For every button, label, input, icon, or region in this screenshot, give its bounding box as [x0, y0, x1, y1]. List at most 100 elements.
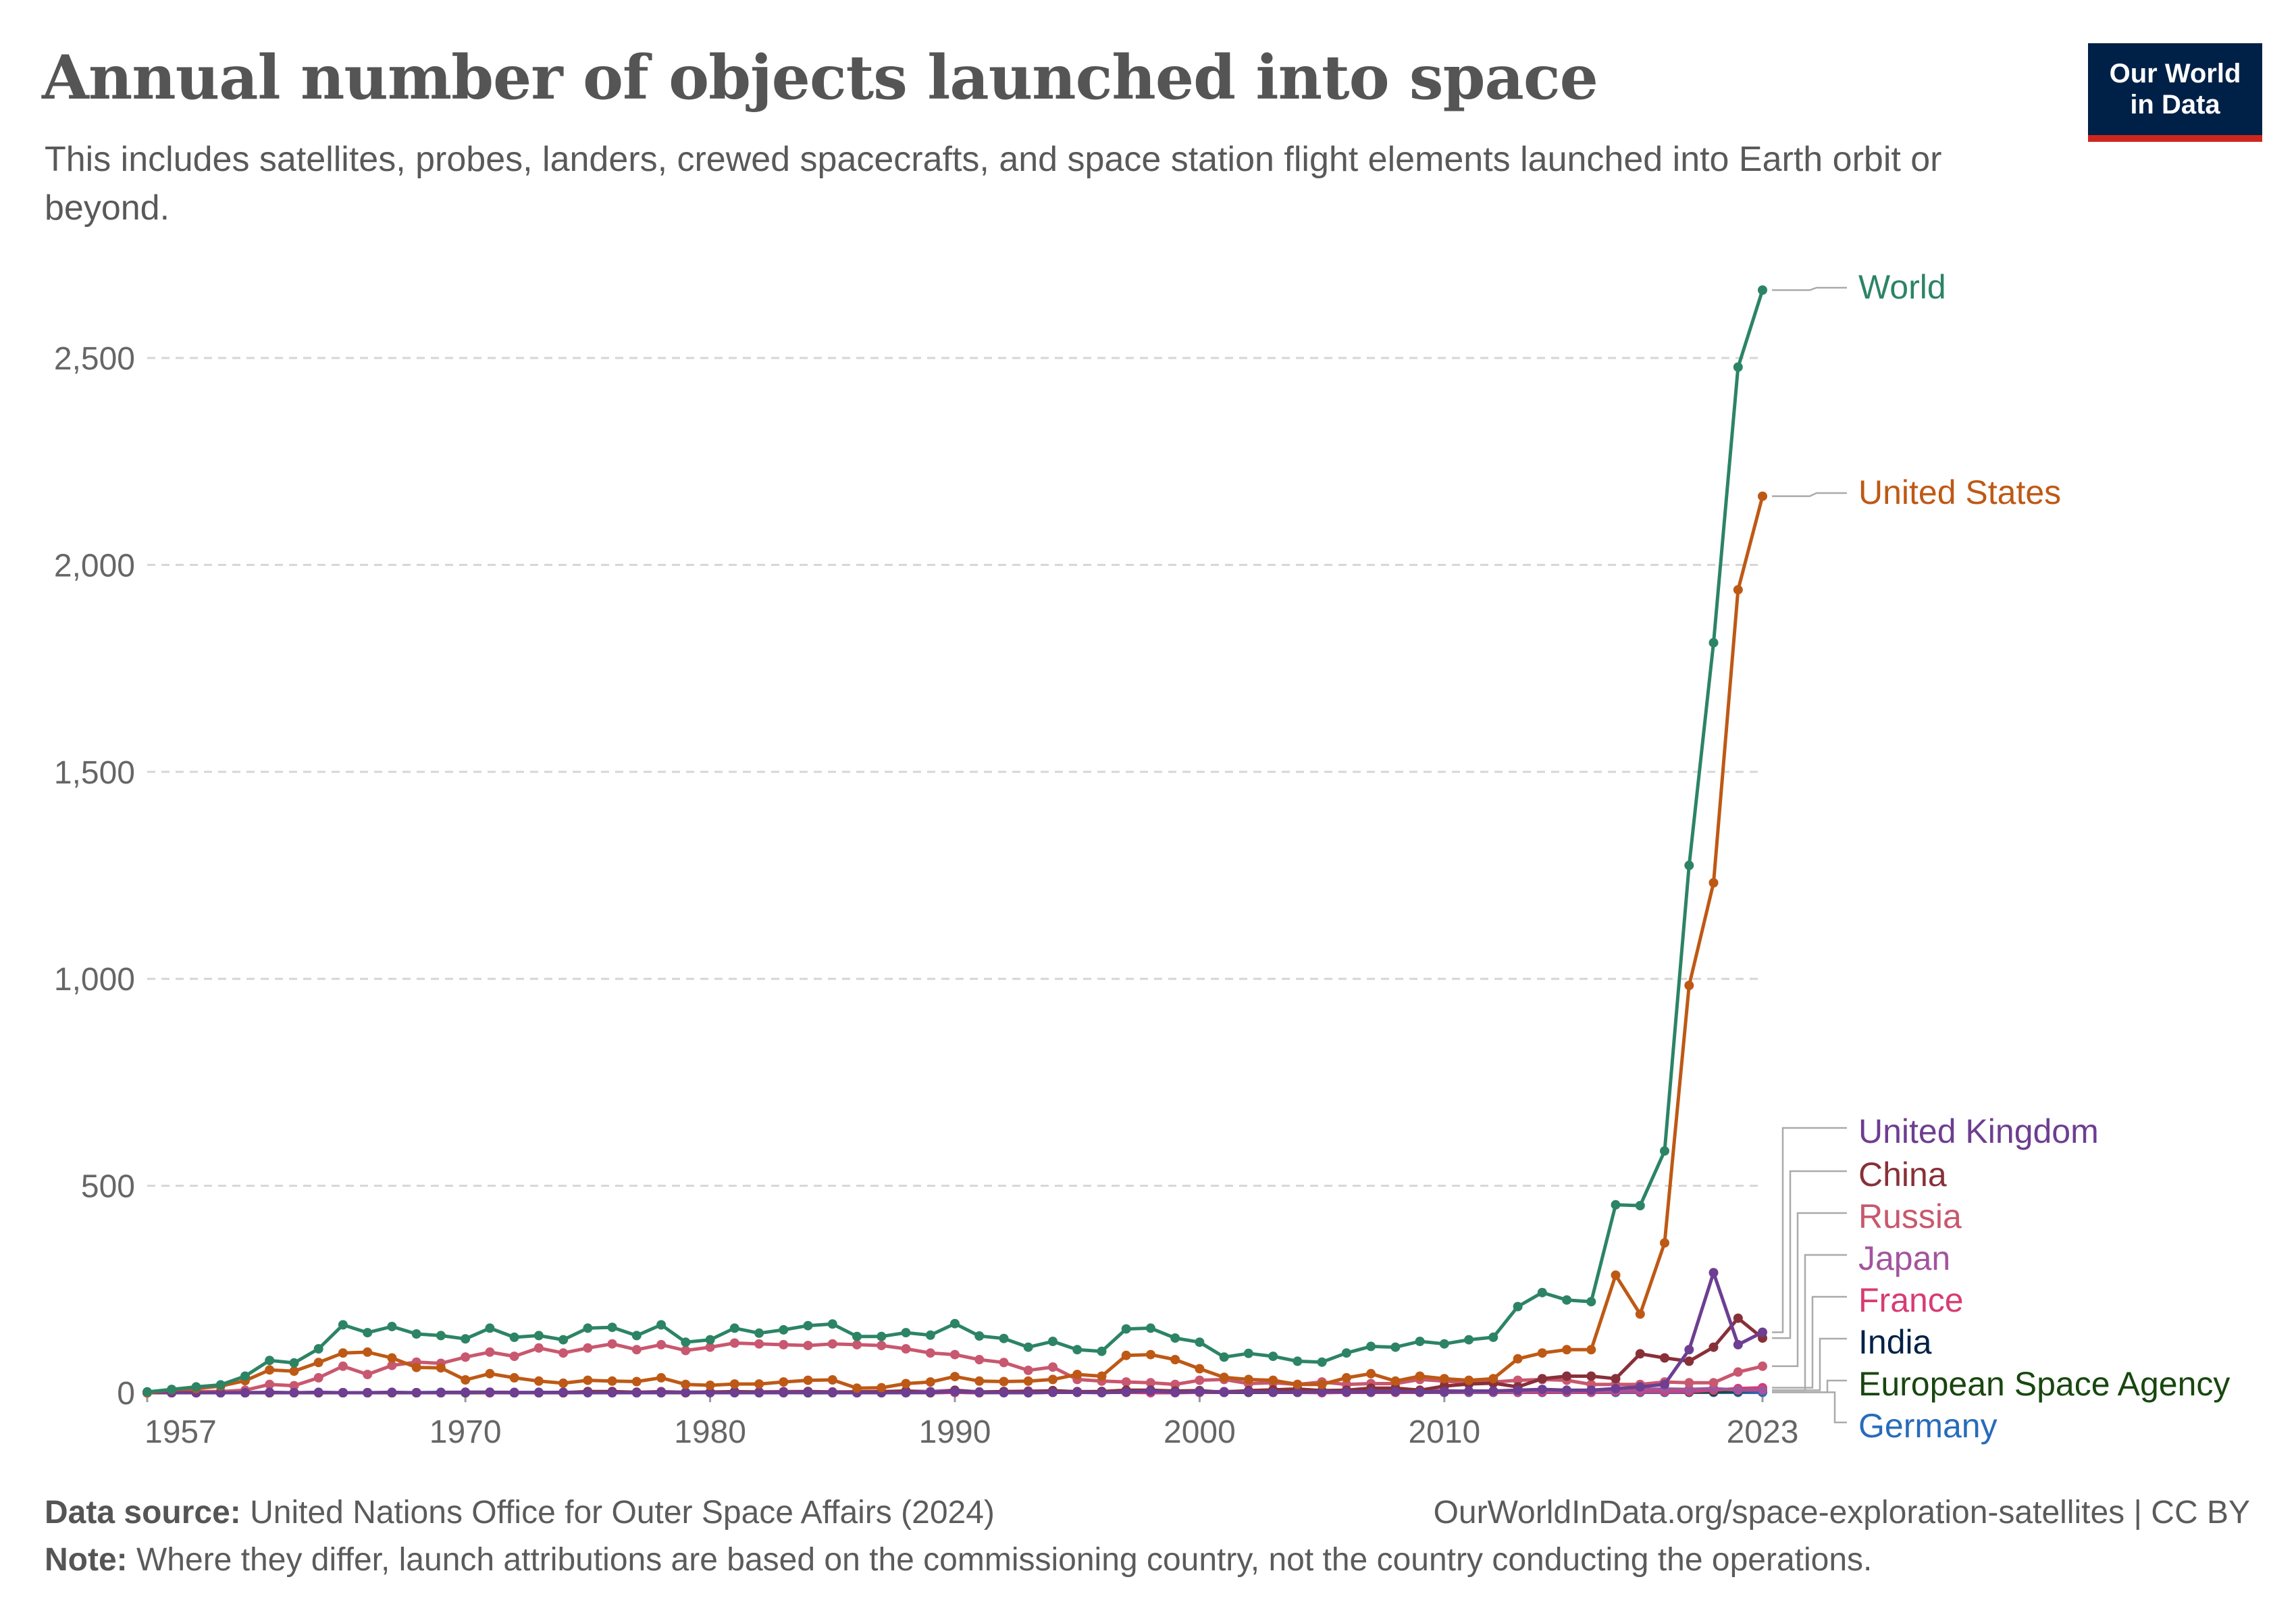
data-point-world: [779, 1324, 789, 1335]
data-point-united-kingdom: [1562, 1385, 1572, 1395]
data-point-united-kingdom: [461, 1387, 471, 1397]
data-point-united-kingdom: [827, 1388, 837, 1397]
data-point-world: [754, 1328, 764, 1338]
data-point-united-kingdom: [1733, 1339, 1743, 1349]
data-point-united-states: [1488, 1374, 1498, 1384]
data-point-world: [411, 1329, 421, 1339]
data-point-united-states: [1121, 1350, 1131, 1360]
data-point-united-kingdom: [265, 1387, 275, 1397]
data-point-world: [974, 1331, 985, 1341]
data-point-china: [1537, 1374, 1547, 1384]
data-point-china: [1660, 1353, 1669, 1363]
data-point-united-states: [1072, 1370, 1082, 1379]
data-point-united-kingdom: [1145, 1386, 1155, 1396]
end-label-european-space-agency: European Space Agency: [1858, 1365, 2230, 1403]
data-point-united-states: [1366, 1368, 1376, 1379]
data-point-world: [1513, 1302, 1523, 1312]
data-point-russia: [974, 1355, 985, 1364]
data-point-united-kingdom: [1048, 1387, 1058, 1397]
y-axis: 0 500 1,000 1,500 2,000 2,500: [54, 341, 135, 1412]
data-point-russia: [363, 1370, 373, 1379]
data-point-united-kingdom: [313, 1387, 323, 1397]
data-point-world: [533, 1331, 544, 1341]
data-point-world: [729, 1323, 739, 1333]
data-point-united-kingdom: [950, 1387, 960, 1397]
data-point-world: [142, 1387, 152, 1397]
data-point-united-states: [925, 1377, 935, 1387]
data-point-russia: [729, 1338, 739, 1348]
data-point-united-states: [1415, 1371, 1425, 1381]
data-point-united-states: [313, 1358, 323, 1368]
data-point-united-states: [950, 1372, 960, 1382]
data-point-china: [1586, 1371, 1596, 1381]
data-point-united-kingdom: [1464, 1386, 1474, 1396]
data-point-world: [1733, 362, 1743, 372]
data-point-united-states: [461, 1375, 471, 1385]
data-point-united-states: [1684, 981, 1694, 990]
data-point-united-kingdom: [803, 1387, 813, 1397]
x-tick-label: 2010: [1408, 1414, 1480, 1450]
data-point-united-kingdom: [1635, 1382, 1645, 1392]
data-point-russia: [827, 1339, 837, 1349]
owid-logo[interactable]: Our World in Data: [2088, 43, 2262, 142]
data-point-world: [925, 1330, 935, 1340]
data-point-russia: [1145, 1378, 1155, 1388]
data-point-world: [1708, 638, 1719, 648]
data-point-united-kingdom: [754, 1388, 764, 1397]
data-point-united-states: [1708, 878, 1719, 887]
x-tick-label: 1990: [919, 1414, 991, 1450]
data-source-text: United Nations Office for Outer Space Af…: [250, 1495, 995, 1530]
data-point-united-kingdom: [1121, 1387, 1131, 1397]
data-point-united-states: [1439, 1374, 1449, 1384]
data-point-united-kingdom: [705, 1388, 715, 1397]
data-point-world: [363, 1328, 373, 1338]
data-point-world: [1023, 1342, 1033, 1352]
data-point-united-states: [1243, 1374, 1253, 1385]
leader-line-world: [1772, 286, 1847, 291]
data-point-russia: [925, 1348, 935, 1358]
leader-line-india: [1772, 1337, 1847, 1391]
data-point-world: [999, 1333, 1009, 1343]
data-point-world: [1195, 1337, 1205, 1347]
y-tick-label: 1,500: [54, 755, 135, 791]
data-point-world: [1317, 1357, 1327, 1367]
data-point-world: [461, 1334, 471, 1344]
data-point-russia: [1733, 1367, 1743, 1377]
chart-title: Annual number of objects launched into s…: [42, 42, 1598, 113]
data-point-world: [1097, 1346, 1107, 1356]
data-point-world: [631, 1331, 642, 1341]
data-point-world: [240, 1371, 250, 1381]
end-label-germany: Germany: [1858, 1407, 1998, 1445]
data-point-world: [387, 1322, 397, 1331]
data-point-china: [1611, 1374, 1621, 1384]
data-point-world: [901, 1328, 911, 1338]
data-point-united-kingdom: [1072, 1387, 1082, 1397]
gridlines: [147, 357, 1763, 1187]
data-point-united-kingdom: [656, 1388, 667, 1397]
data-point-united-kingdom: [1758, 1327, 1767, 1337]
end-label-japan: Japan: [1858, 1239, 1950, 1277]
leader-line-russia: [1772, 1212, 1847, 1368]
end-label-russia: Russia: [1858, 1198, 1962, 1235]
data-point-china: [1733, 1313, 1743, 1323]
data-point-world: [852, 1331, 862, 1341]
data-point-united-kingdom: [1097, 1388, 1107, 1397]
y-tick-label: 0: [117, 1376, 135, 1412]
source-url-link[interactable]: OurWorldInData.org/space-exploration-sat…: [1433, 1495, 2250, 1530]
data-point-united-states: [681, 1379, 691, 1389]
data-point-united-kingdom: [1390, 1387, 1401, 1397]
end-labels: World United States United Kingdom China Rus…: [1772, 268, 2230, 1445]
note: Note: Where they differ, launch attribut…: [45, 1541, 1872, 1578]
data-point-world: [1243, 1348, 1253, 1358]
data-point-world: [607, 1322, 617, 1333]
data-point-world: [877, 1331, 887, 1341]
data-point-united-kingdom: [925, 1387, 935, 1397]
leader-line-germany: [1772, 1391, 1847, 1424]
data-point-united-kingdom: [1366, 1387, 1376, 1397]
data-point-united-states: [1390, 1376, 1401, 1386]
x-tick-label: 1970: [429, 1414, 502, 1450]
data-point-world: [1439, 1339, 1449, 1349]
leader-line-united-kingdom: [1772, 1127, 1847, 1333]
data-point-united-kingdom: [1439, 1387, 1449, 1397]
